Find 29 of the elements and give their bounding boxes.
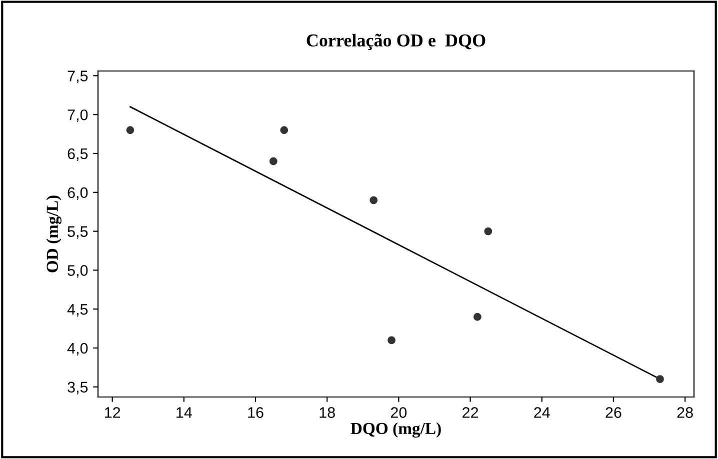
x-tick-label: 12 [104,407,120,418]
point [370,196,378,204]
point [484,227,492,236]
x-axis-title: DQO (mg/L) [350,422,441,438]
y-tick-label: 4,0 [67,342,88,356]
y-tick-label: 7,5 [68,70,88,84]
chart-title: Correlação OD e DQO [306,34,486,50]
x-tick-label: 16 [248,407,264,418]
y-tick-label: 3,5 [68,382,88,394]
y-tick-label: 7,0 [68,109,88,122]
y-tick-label: 5,5 [68,226,88,239]
point [269,157,278,166]
point [280,126,288,134]
y-tick-label: 6,5 [68,148,88,161]
point [473,312,482,321]
x-tick-label: 18 [320,407,335,418]
y-axis-title: OD (mg/L) [46,196,62,272]
x-tick-label: 24 [534,407,550,418]
y-tick-label: 4,5 [67,304,88,317]
x-tick-label: 26 [606,407,622,418]
x-tick-label: 20 [390,407,407,418]
point [126,126,134,134]
x-tick-label: 14 [176,407,192,418]
y-tick-label: 6,0 [68,187,88,200]
x-tick-label: 22 [462,407,478,418]
x-tick-label: 28 [677,407,693,418]
y-tick-label: 5,0 [68,265,88,278]
point [388,336,396,344]
point [656,375,664,384]
